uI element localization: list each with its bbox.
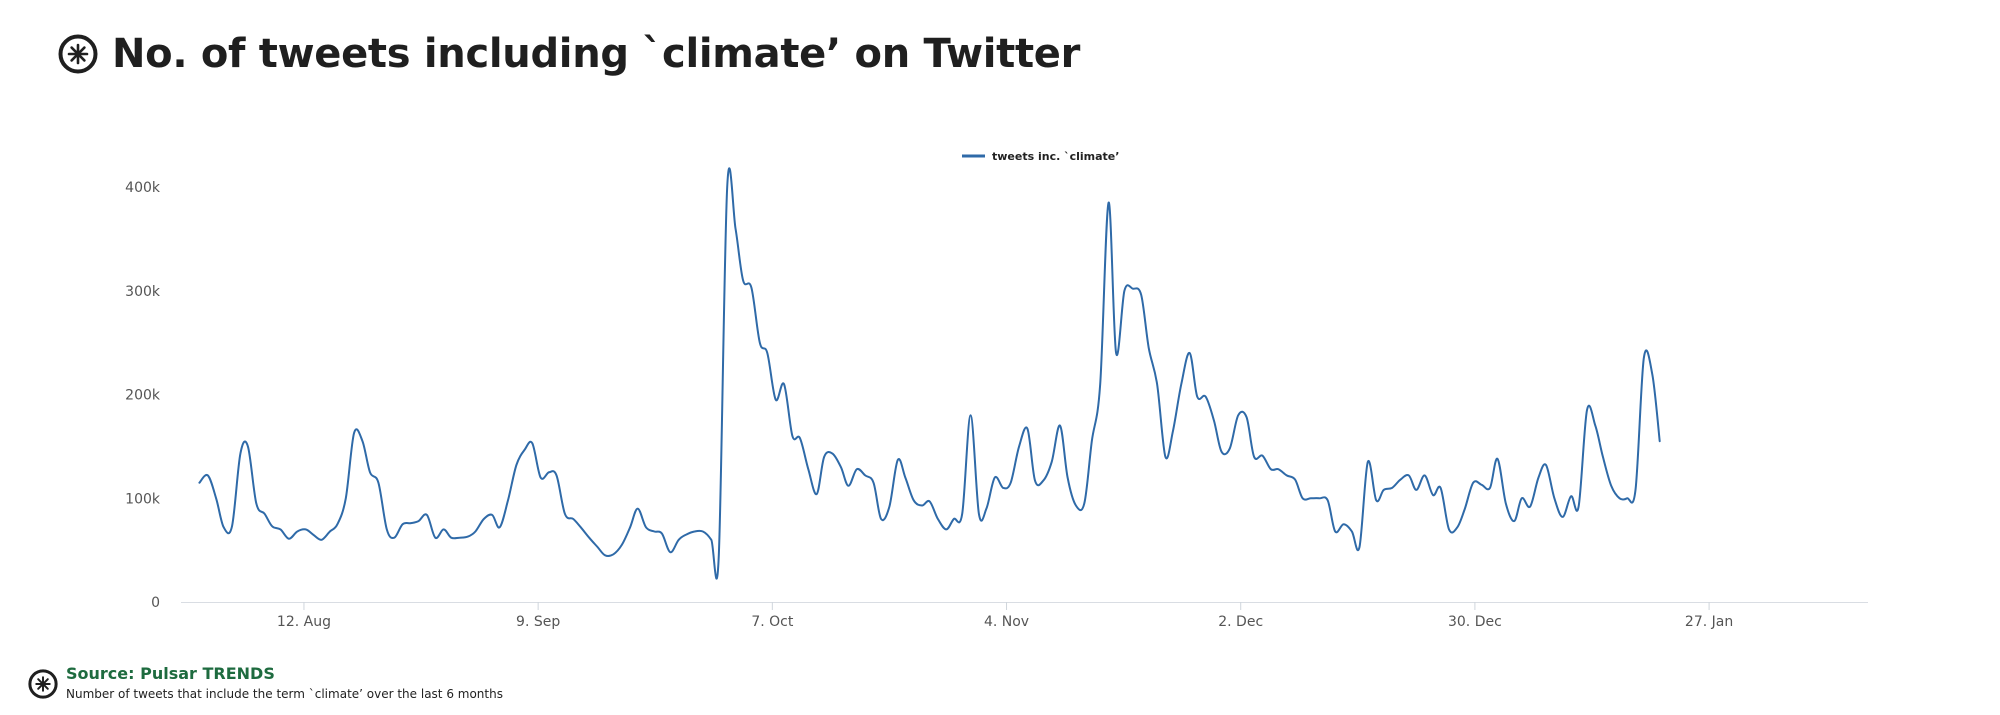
y-tick-label: 200k bbox=[125, 388, 161, 404]
series-line-tweets-climate bbox=[198, 167, 1661, 580]
pulsar-logo-icon bbox=[58, 34, 98, 74]
source-description: Number of tweets that include the term `… bbox=[66, 687, 503, 701]
page-title: No. of tweets including `climate’ on Twi… bbox=[112, 31, 1081, 77]
x-tick-label: 12. Aug bbox=[277, 614, 331, 630]
y-tick-label: 400k bbox=[125, 180, 161, 196]
y-tick-label: 300k bbox=[125, 284, 161, 300]
source-label: Source: Pulsar TRENDS bbox=[66, 664, 275, 683]
x-tick-label: 9. Sep bbox=[516, 614, 560, 630]
pulsar-logo-icon bbox=[28, 669, 58, 699]
legend-label: tweets inc. `climate’ bbox=[992, 150, 1119, 163]
x-tick-label: 27. Jan bbox=[1685, 614, 1733, 630]
source-footer: Source: Pulsar TRENDS Number of tweets t… bbox=[28, 664, 503, 701]
x-tick-label: 30. Dec bbox=[1448, 614, 1502, 630]
y-tick-label: 100k bbox=[125, 491, 161, 507]
x-tick-label: 2. Dec bbox=[1218, 614, 1263, 630]
x-tick-label: 4. Nov bbox=[984, 614, 1029, 630]
chart-header: No. of tweets including `climate’ on Twi… bbox=[58, 34, 1080, 74]
y-tick-label: 0 bbox=[151, 595, 160, 611]
x-tick-label: 7. Oct bbox=[751, 614, 794, 630]
